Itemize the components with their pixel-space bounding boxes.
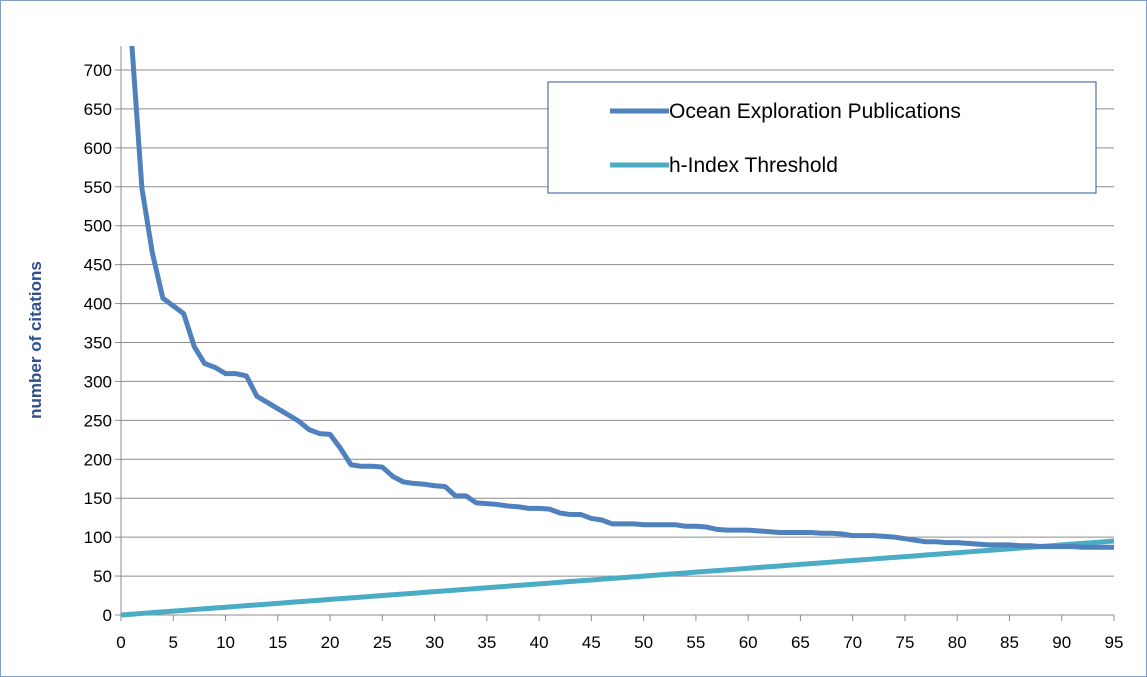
series-line-ocean-exploration-publications — [129, 46, 1114, 550]
x-tick-label-30: 30 — [425, 633, 444, 652]
y-tick-label-300: 300 — [84, 372, 112, 391]
y-tick-label-100: 100 — [84, 528, 112, 547]
x-tick-label-70: 70 — [843, 633, 862, 652]
x-tick-label-80: 80 — [948, 633, 967, 652]
x-tick-labels: 0 5 10 15 20 25 30 35 40 45 50 55 60 65 70 75 80 85 90 95 — [116, 633, 1123, 652]
x-tick-label-60: 60 — [739, 633, 758, 652]
y-tick-labels: 0 50 100 150 200 250 300 350 400 450 500 550 600 650 7… — [84, 61, 112, 625]
y-tick-label-200: 200 — [84, 450, 112, 469]
y-tick-label-700: 700 — [84, 61, 112, 80]
x-tick-label-45: 45 — [582, 633, 601, 652]
legend: Ocean Exploration Publications h-Index T… — [547, 81, 1097, 194]
y-axis-label: number of citations — [26, 261, 45, 419]
x-tick-label-10: 10 — [216, 633, 235, 652]
legend-label-ocean-exploration-publications: Ocean Exploration Publications — [669, 100, 961, 123]
y-tick-label-450: 450 — [84, 256, 112, 275]
y-tick-label-0: 0 — [103, 606, 112, 625]
axes — [115, 46, 1115, 621]
x-tick-label-5: 5 — [169, 633, 178, 652]
x-tick-label-15: 15 — [268, 633, 287, 652]
legend-label-h-index-threshold: h-Index Threshold — [669, 154, 838, 177]
y-tick-label-150: 150 — [84, 489, 112, 508]
y-tick-label-250: 250 — [84, 411, 112, 430]
x-tick-label-25: 25 — [373, 633, 392, 652]
x-tick-label-95: 95 — [1105, 633, 1124, 652]
x-tick-label-75: 75 — [895, 633, 914, 652]
x-tick-label-35: 35 — [477, 633, 496, 652]
y-tick-label-650: 650 — [84, 100, 112, 119]
x-tick-label-55: 55 — [686, 633, 705, 652]
series-line-h-index-threshold — [121, 538, 1115, 618]
x-tick-label-0: 0 — [116, 633, 125, 652]
series-lines — [121, 46, 1115, 618]
legend-box — [547, 81, 1097, 194]
y-tick-label-500: 500 — [84, 217, 112, 236]
x-tick-label-90: 90 — [1052, 633, 1071, 652]
x-tick-label-40: 40 — [530, 633, 549, 652]
y-tick-label-350: 350 — [84, 334, 112, 353]
y-tick-label-50: 50 — [93, 567, 112, 586]
x-tick-label-20: 20 — [321, 633, 340, 652]
y-tick-label-400: 400 — [84, 295, 112, 314]
y-tick-label-600: 600 — [84, 139, 112, 158]
x-tick-label-50: 50 — [634, 633, 653, 652]
y-tick-label-550: 550 — [84, 178, 112, 197]
gridlines — [121, 69, 1114, 577]
x-tick-label-85: 85 — [1000, 633, 1019, 652]
x-tick-label-65: 65 — [791, 633, 810, 652]
